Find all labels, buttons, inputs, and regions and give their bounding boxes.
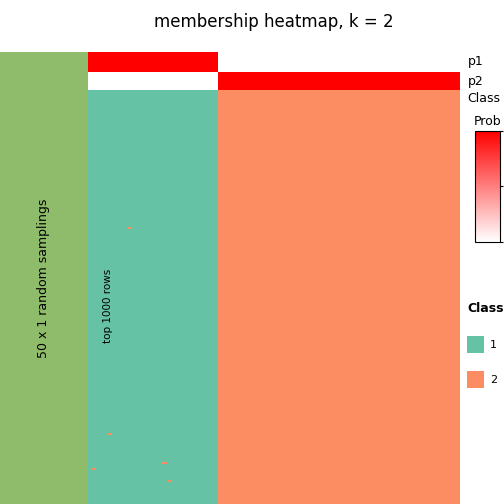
Text: Class: Class — [467, 93, 500, 105]
Text: top 1000 rows: top 1000 rows — [103, 269, 113, 343]
Title: Prob: Prob — [474, 115, 501, 129]
Text: Class: Class — [467, 302, 503, 316]
Text: p1: p1 — [467, 55, 483, 69]
Text: 1: 1 — [490, 340, 496, 350]
Text: 50 x 1 random samplings: 50 x 1 random samplings — [37, 198, 50, 358]
Text: p2: p2 — [467, 75, 483, 88]
Text: 2: 2 — [490, 375, 497, 385]
Text: membership heatmap, k = 2: membership heatmap, k = 2 — [154, 13, 394, 31]
